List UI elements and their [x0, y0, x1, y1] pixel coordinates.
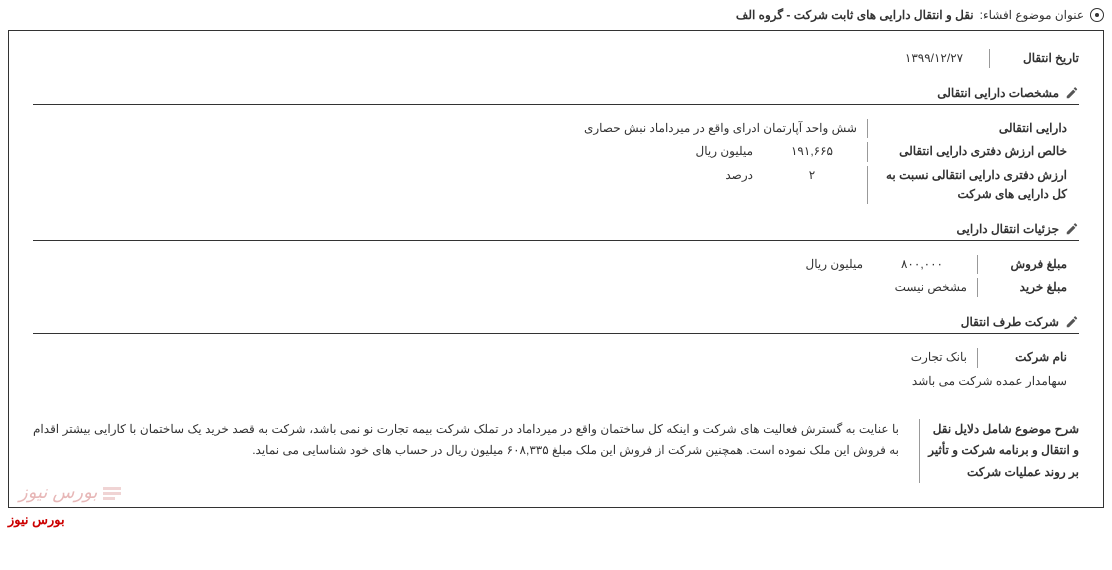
asset-spec-block: دارایی انتقالی شش واحد آپارتمان ادرای وا… — [33, 119, 1079, 204]
header-title: نقل و انتقال دارایی های ثابت شرکت - گروه… — [736, 8, 974, 22]
sale-amount-value: ۸۰۰,۰۰۰ — [877, 255, 977, 274]
section-transfer-detail-title: جزئیات انتقال دارایی — [956, 222, 1059, 236]
transfer-detail-block: مبلغ فروش ۸۰۰,۰۰۰ میلیون ریال مبلغ خرید … — [33, 255, 1079, 297]
transfer-date-label: تاریخ انتقال — [989, 49, 1079, 68]
company-name-value: بانک تجارت — [877, 348, 977, 367]
net-book-value-label: خالص ارزش دفتری دارایی انتقالی — [867, 142, 1067, 161]
watermark-text: بورس نیوز — [19, 482, 97, 503]
content-frame: تاریخ انتقال ۱۳۹۹/۱۲/۲۷ مشخصات دارایی ان… — [8, 30, 1104, 508]
narrative-body: با عنایت به گسترش فعالیت های شرکت و اینک… — [33, 419, 909, 462]
net-book-value: ۱۹۱,۶۶۵ — [767, 142, 867, 161]
edit-icon — [1065, 315, 1079, 329]
edit-icon — [1065, 86, 1079, 100]
narrative-label: شرح موضوع شامل دلایل نقل و انتقال و برنا… — [919, 419, 1079, 484]
header-prefix: عنوان موضوع افشاء: — [980, 8, 1084, 22]
transfer-date-value: ۱۳۹۹/۱۲/۲۷ — [889, 49, 989, 68]
watermark: بورس نیوز — [19, 482, 123, 503]
page-header: عنوان موضوع افشاء: نقل و انتقال دارایی ه… — [8, 8, 1104, 22]
section-transfer-detail: جزئیات انتقال دارایی — [33, 222, 1079, 241]
source-tag: بورس نیوز — [8, 512, 1104, 528]
asset-name-label: دارایی انتقالی — [867, 119, 1067, 138]
ratio-label: ارزش دفتری دارایی انتقالی نسبت به کل دار… — [867, 166, 1067, 204]
sale-amount-unit: میلیون ریال — [806, 255, 878, 274]
narrative-row: شرح موضوع شامل دلایل نقل و انتقال و برنا… — [33, 419, 1079, 484]
watermark-icon — [101, 485, 123, 501]
section-asset-spec: مشخصات دارایی انتقالی — [33, 86, 1079, 105]
purchase-amount-label: مبلغ خرید — [977, 278, 1067, 297]
section-asset-spec-title: مشخصات دارایی انتقالی — [937, 86, 1059, 100]
shareholder-note: سهامدار عمده شرکت می باشد — [904, 372, 1067, 391]
transfer-date-row: تاریخ انتقال ۱۳۹۹/۱۲/۲۷ — [33, 49, 1079, 68]
section-counterparty: شرکت طرف انتقال — [33, 315, 1079, 334]
counterparty-block: نام شرکت بانک تجارت سهامدار عمده شرکت می… — [33, 348, 1079, 390]
net-book-value-unit: میلیون ریال — [696, 142, 768, 161]
edit-icon — [1065, 222, 1079, 236]
section-counterparty-title: شرکت طرف انتقال — [961, 315, 1059, 329]
asset-name-value: شش واحد آپارتمان ادرای واقع در میرداماد … — [33, 119, 867, 138]
purchase-amount-value: مشخص نیست — [877, 278, 977, 297]
ratio-value: ۲ — [767, 166, 867, 185]
sale-amount-label: مبلغ فروش — [977, 255, 1067, 274]
company-name-label: نام شرکت — [977, 348, 1067, 367]
bullet-icon — [1090, 8, 1104, 22]
ratio-unit: درصد — [725, 166, 767, 185]
